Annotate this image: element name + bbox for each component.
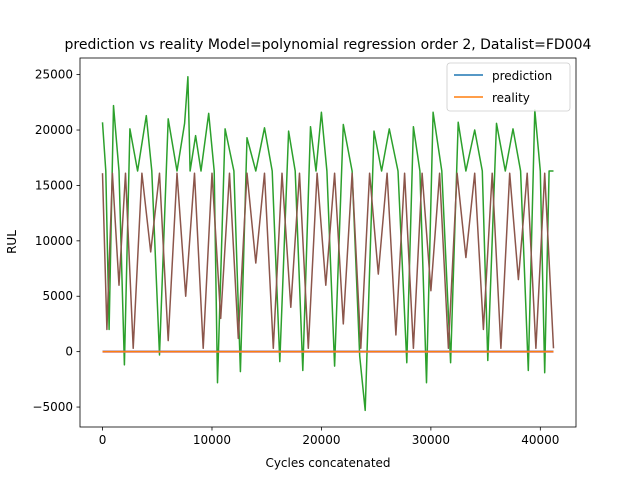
x-tick-label: 40000 <box>521 433 559 447</box>
plot-frame <box>79 57 577 428</box>
y-axis-ticks: −5000 0 5000 10000 15000 20000 25000 <box>32 68 80 414</box>
y-tick-label: 20000 <box>35 123 73 137</box>
y-tick-label: 5000 <box>42 289 73 303</box>
legend-label-reality: reality <box>492 91 530 105</box>
series-line-unlabeled-3 <box>101 172 555 350</box>
x-axis-label: Cycles concatenated <box>265 456 390 470</box>
y-tick-label: −5000 <box>32 400 73 414</box>
y-tick-label: 0 <box>65 345 73 359</box>
y-axis-label: RUL <box>5 230 19 254</box>
x-axis-ticks: 0 10000 20000 30000 40000 <box>99 427 559 447</box>
x-tick-label: 20000 <box>302 433 340 447</box>
chart-title: prediction vs reality Model=polynomial r… <box>65 37 592 53</box>
legend: prediction reality <box>446 62 571 112</box>
x-tick-label: 30000 <box>412 433 450 447</box>
y-tick-label: 25000 <box>35 68 73 82</box>
series-layer <box>101 76 555 412</box>
y-tick-label: 10000 <box>35 234 73 248</box>
legend-label-prediction: prediction <box>492 69 552 83</box>
series-line-unlabeled-2 <box>101 76 554 412</box>
y-tick-label: 15000 <box>35 178 73 192</box>
x-tick-label: 0 <box>99 433 107 447</box>
x-tick-label: 10000 <box>193 433 231 447</box>
